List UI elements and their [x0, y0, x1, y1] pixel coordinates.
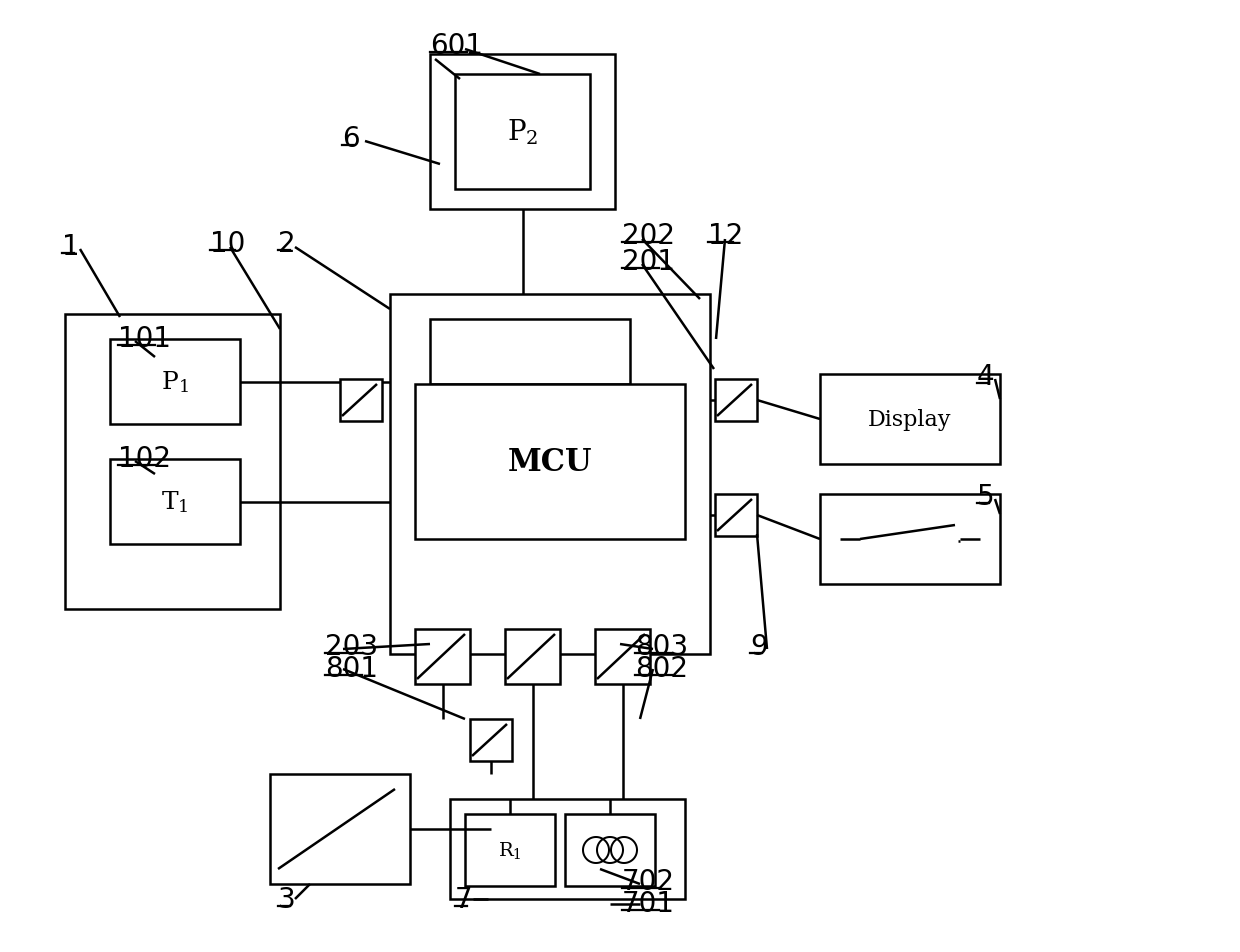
Bar — [715, 494, 756, 536]
Text: 9: 9 — [750, 632, 768, 661]
Text: $\mathregular{T_1}$: $\mathregular{T_1}$ — [161, 489, 188, 515]
Text: 4: 4 — [977, 363, 994, 390]
Text: $\mathregular{P_2}$: $\mathregular{P_2}$ — [507, 118, 538, 148]
Text: 2: 2 — [278, 229, 295, 258]
Text: 803: 803 — [635, 632, 688, 661]
Bar — [415, 629, 470, 684]
Bar — [565, 814, 655, 886]
Bar — [715, 380, 756, 422]
Text: 702: 702 — [622, 867, 675, 895]
Bar — [270, 774, 410, 884]
Text: 101: 101 — [118, 325, 171, 352]
Bar — [110, 460, 241, 545]
Text: 201: 201 — [622, 248, 675, 276]
Text: Display: Display — [868, 408, 952, 430]
Bar — [595, 629, 650, 684]
Text: 6: 6 — [342, 125, 360, 153]
Bar — [64, 315, 280, 609]
Text: $\mathregular{P_1}$: $\mathregular{P_1}$ — [161, 369, 188, 395]
Text: $\mathregular{R_1}$: $\mathregular{R_1}$ — [498, 840, 522, 861]
Bar — [110, 340, 241, 425]
Text: 3: 3 — [278, 885, 296, 913]
Bar — [470, 720, 512, 762]
Text: 601: 601 — [430, 32, 484, 60]
Text: 202: 202 — [622, 222, 675, 249]
Bar — [450, 799, 684, 899]
Bar — [820, 494, 999, 585]
Bar — [820, 374, 999, 465]
Bar — [455, 75, 590, 189]
Text: 10: 10 — [210, 229, 246, 258]
Bar — [340, 380, 382, 422]
Bar — [415, 385, 684, 540]
Text: 7: 7 — [455, 885, 472, 913]
Text: MCU: MCU — [507, 446, 593, 478]
Text: 203: 203 — [325, 632, 378, 661]
Text: 801: 801 — [325, 654, 378, 683]
Bar — [505, 629, 560, 684]
Text: 701: 701 — [622, 889, 675, 917]
Text: 12: 12 — [708, 222, 743, 249]
Text: 802: 802 — [635, 654, 688, 683]
Text: 1: 1 — [62, 232, 79, 261]
Text: 102: 102 — [118, 445, 171, 472]
Bar — [430, 55, 615, 209]
Bar — [430, 320, 630, 385]
Bar — [465, 814, 556, 886]
Text: 5: 5 — [977, 483, 994, 510]
Bar — [391, 295, 711, 654]
